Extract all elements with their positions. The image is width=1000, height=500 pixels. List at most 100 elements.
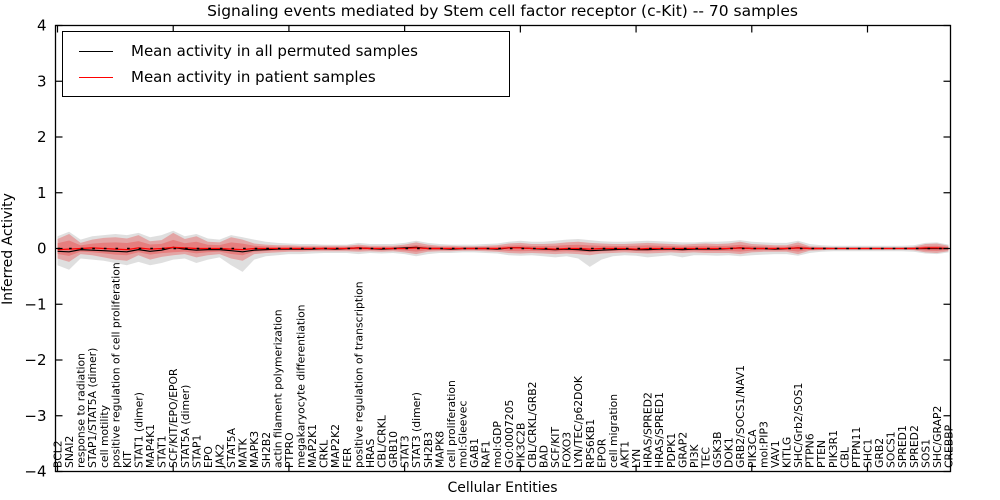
legend-entry-patient: Mean activity in patient samples [63, 68, 509, 86]
x-category-label: PTPN6 [804, 433, 817, 468]
x-category-label: SCF/KIT [549, 426, 562, 468]
x-category-label: SPRED2 [908, 425, 921, 468]
x-category-label: SCF/KIT/EPO/EPOR [167, 368, 180, 468]
x-category-label: CBL/CRKL [376, 415, 389, 468]
x-category-label: PIK3CA [746, 429, 759, 468]
x-category-label: RPS6KB1 [584, 419, 597, 468]
x-category-label: SHC/GRAP2 [931, 406, 944, 468]
x-category-label: RAF1 [480, 440, 493, 468]
permuted-line-swatch-icon [79, 50, 113, 52]
x-category-label: VAV1 [769, 440, 782, 468]
x-category-label: KIT [121, 451, 134, 468]
x-category-label: HRAS/SPRED1 [653, 392, 666, 468]
x-category-label: BCL2 [52, 440, 65, 468]
x-category-label: PTPN11 [850, 427, 863, 468]
x-category-label: BAD [538, 445, 551, 468]
axes-frame [54, 24, 952, 473]
x-category-label: TEC [700, 447, 713, 469]
x-category-label: HRAS/SPRED2 [642, 392, 655, 468]
x-category-label: GRAP2 [676, 432, 689, 468]
x-category-label: MAP2K1 [306, 424, 319, 468]
x-category-label: LYN/TEC/p62DOK [572, 375, 585, 468]
y-tick-label: −4 [24, 463, 46, 481]
x-category-label: SH2B3 [422, 432, 435, 468]
x-category-label: SH2B2 [260, 432, 273, 468]
x-category-label: PDPK1 [665, 433, 678, 468]
y-tick-label: −1 [24, 295, 46, 313]
x-category-label: GRB2/SOCS1/NAV1 [734, 365, 747, 468]
x-category-label: PIK3R1 [827, 430, 840, 468]
x-category-label: KITLG [781, 437, 794, 468]
x-category-label: STAP1 [190, 435, 203, 468]
x-category-label: CREBBP [943, 424, 956, 468]
x-category-label: STAT1 (dimer) [133, 392, 146, 468]
legend-label-permuted: Mean activity in all permuted samples [131, 42, 418, 60]
x-category-label: cell proliferation [445, 380, 458, 468]
x-category-label: CBL [838, 447, 851, 468]
x-category-label: actin filament polymerization [271, 309, 284, 468]
y-tick-label: −3 [24, 407, 46, 425]
x-category-label: mol:PIP3 [757, 421, 770, 468]
x-category-label: DOK1 [723, 437, 736, 468]
x-category-label: GSK3B [711, 431, 724, 468]
permuted-range-band [57, 230, 949, 272]
x-category-label: SHC/Grb2/SOS1 [792, 383, 805, 468]
patient-line-swatch-icon [79, 76, 113, 78]
x-category-label: SHC1 [862, 439, 875, 468]
x-category-label: STAT3 (dimer) [410, 392, 423, 468]
x-category-label: CRKL [318, 440, 331, 468]
x-category-label: MATK [237, 438, 250, 468]
x-category-label: SOCS1 [885, 431, 898, 468]
x-category-label: STAT5A (dimer) [179, 385, 192, 468]
y-tick-label: −2 [24, 351, 46, 369]
x-category-label: CBL/CRKL/GRB2 [526, 381, 539, 468]
x-category-label: JAK2 [214, 444, 227, 469]
x-category-label: SPRED1 [896, 425, 909, 468]
x-category-label: MAP2K2 [329, 424, 342, 468]
x-category-label: HRAS [364, 438, 377, 468]
x-category-label: PI3K [688, 443, 701, 468]
x-category-label: FER [341, 447, 354, 468]
x-category-label: EPOR [595, 438, 608, 468]
legend: Mean activity in all permuted samples Me… [62, 31, 510, 97]
y-tick-label: 0 [37, 240, 47, 258]
x-category-label: cell migration [607, 394, 620, 468]
legend-entry-permuted: Mean activity in all permuted samples [63, 42, 509, 60]
x-category-label: GRB2 [873, 438, 886, 468]
x-category-label: GRB10 [387, 431, 400, 468]
x-category-label: MAPK3 [248, 431, 261, 468]
x-category-label: mol:Gleevec [457, 401, 470, 468]
x-category-label: STAP1/STAT5A (dimer) [86, 348, 99, 468]
y-axis-title: Inferred Activity [0, 193, 16, 305]
x-category-label: STAT3 [399, 435, 412, 468]
x-category-label: MAPK8 [433, 431, 446, 468]
x-category-label: cell motility [98, 404, 111, 468]
x-category-label: PTEN [815, 440, 828, 468]
x-category-label: MAP4K1 [144, 424, 157, 468]
x-category-label: STAT5A [225, 427, 238, 468]
x-category-label: GO:0007205 [503, 400, 516, 468]
x-category-label: response to radiation [75, 353, 88, 468]
y-tick-label: 2 [37, 128, 47, 146]
x-category-label: STAT1 [156, 435, 169, 468]
chart-title: Signaling events mediated by Stem cell f… [207, 2, 798, 20]
x-category-label: megakaryocyte differentiation [295, 304, 308, 468]
x-category-label: mol:GDP [491, 421, 504, 468]
x-axis-title: Cellular Entities [447, 480, 558, 496]
x-category-label: SNAI2 [63, 436, 76, 468]
x-category-label: positive regulation of transcription [352, 281, 365, 468]
x-category-label: GAB1 [468, 438, 481, 468]
y-tick-label: 4 [37, 17, 47, 35]
x-category-label: PTPRO [283, 432, 296, 468]
x-category-label: SOS1 [919, 439, 932, 468]
x-category-label: EPO [202, 446, 215, 468]
y-tick-label: 1 [37, 184, 47, 202]
x-category-label: AKT1 [619, 441, 632, 468]
y-tick-label: 3 [37, 72, 47, 90]
x-category-label: PIK3C2B [514, 423, 527, 468]
x-category-label: LYN [630, 449, 643, 468]
x-category-label: positive regulation of cell proliferatio… [109, 262, 122, 468]
legend-label-patient: Mean activity in patient samples [131, 68, 376, 86]
patient-range-band [57, 232, 949, 262]
